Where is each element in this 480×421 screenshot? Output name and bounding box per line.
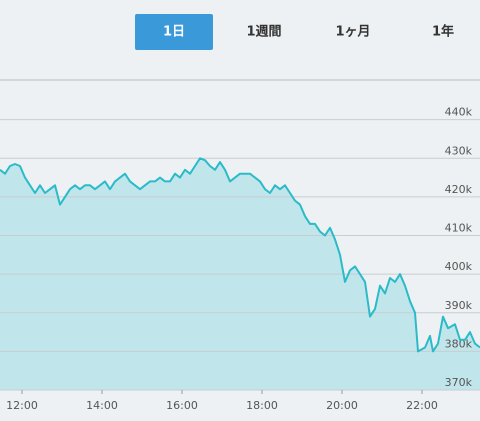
- x-tick-label: 22:00: [406, 399, 438, 412]
- tab-label[interactable]: 1週間: [246, 25, 281, 40]
- y-tick-label: 390k: [445, 299, 473, 312]
- y-tick-label: 430k: [445, 144, 473, 157]
- x-tick-label: 12:00: [6, 399, 38, 412]
- tab-label[interactable]: 1日: [163, 25, 185, 40]
- y-tick-label: 420k: [445, 183, 473, 196]
- y-tick-label: 440k: [445, 106, 473, 119]
- tab-button[interactable]: [135, 14, 213, 50]
- y-tick-label: 370k: [445, 376, 473, 389]
- x-tick-label: 14:00: [86, 399, 118, 412]
- y-tick-label: 410k: [445, 222, 473, 235]
- tab-label[interactable]: 1ヶ月: [335, 25, 370, 40]
- line: [0, 157, 480, 353]
- x-tick-label: 20:00: [326, 399, 358, 412]
- y-tick-label: 380k: [445, 337, 473, 350]
- x-tick-label: 16:00: [166, 399, 198, 412]
- x-tick-label: 18:00: [246, 399, 278, 412]
- y-tick-label: 400k: [445, 260, 473, 273]
- tab-label[interactable]: 1年: [432, 24, 454, 40]
